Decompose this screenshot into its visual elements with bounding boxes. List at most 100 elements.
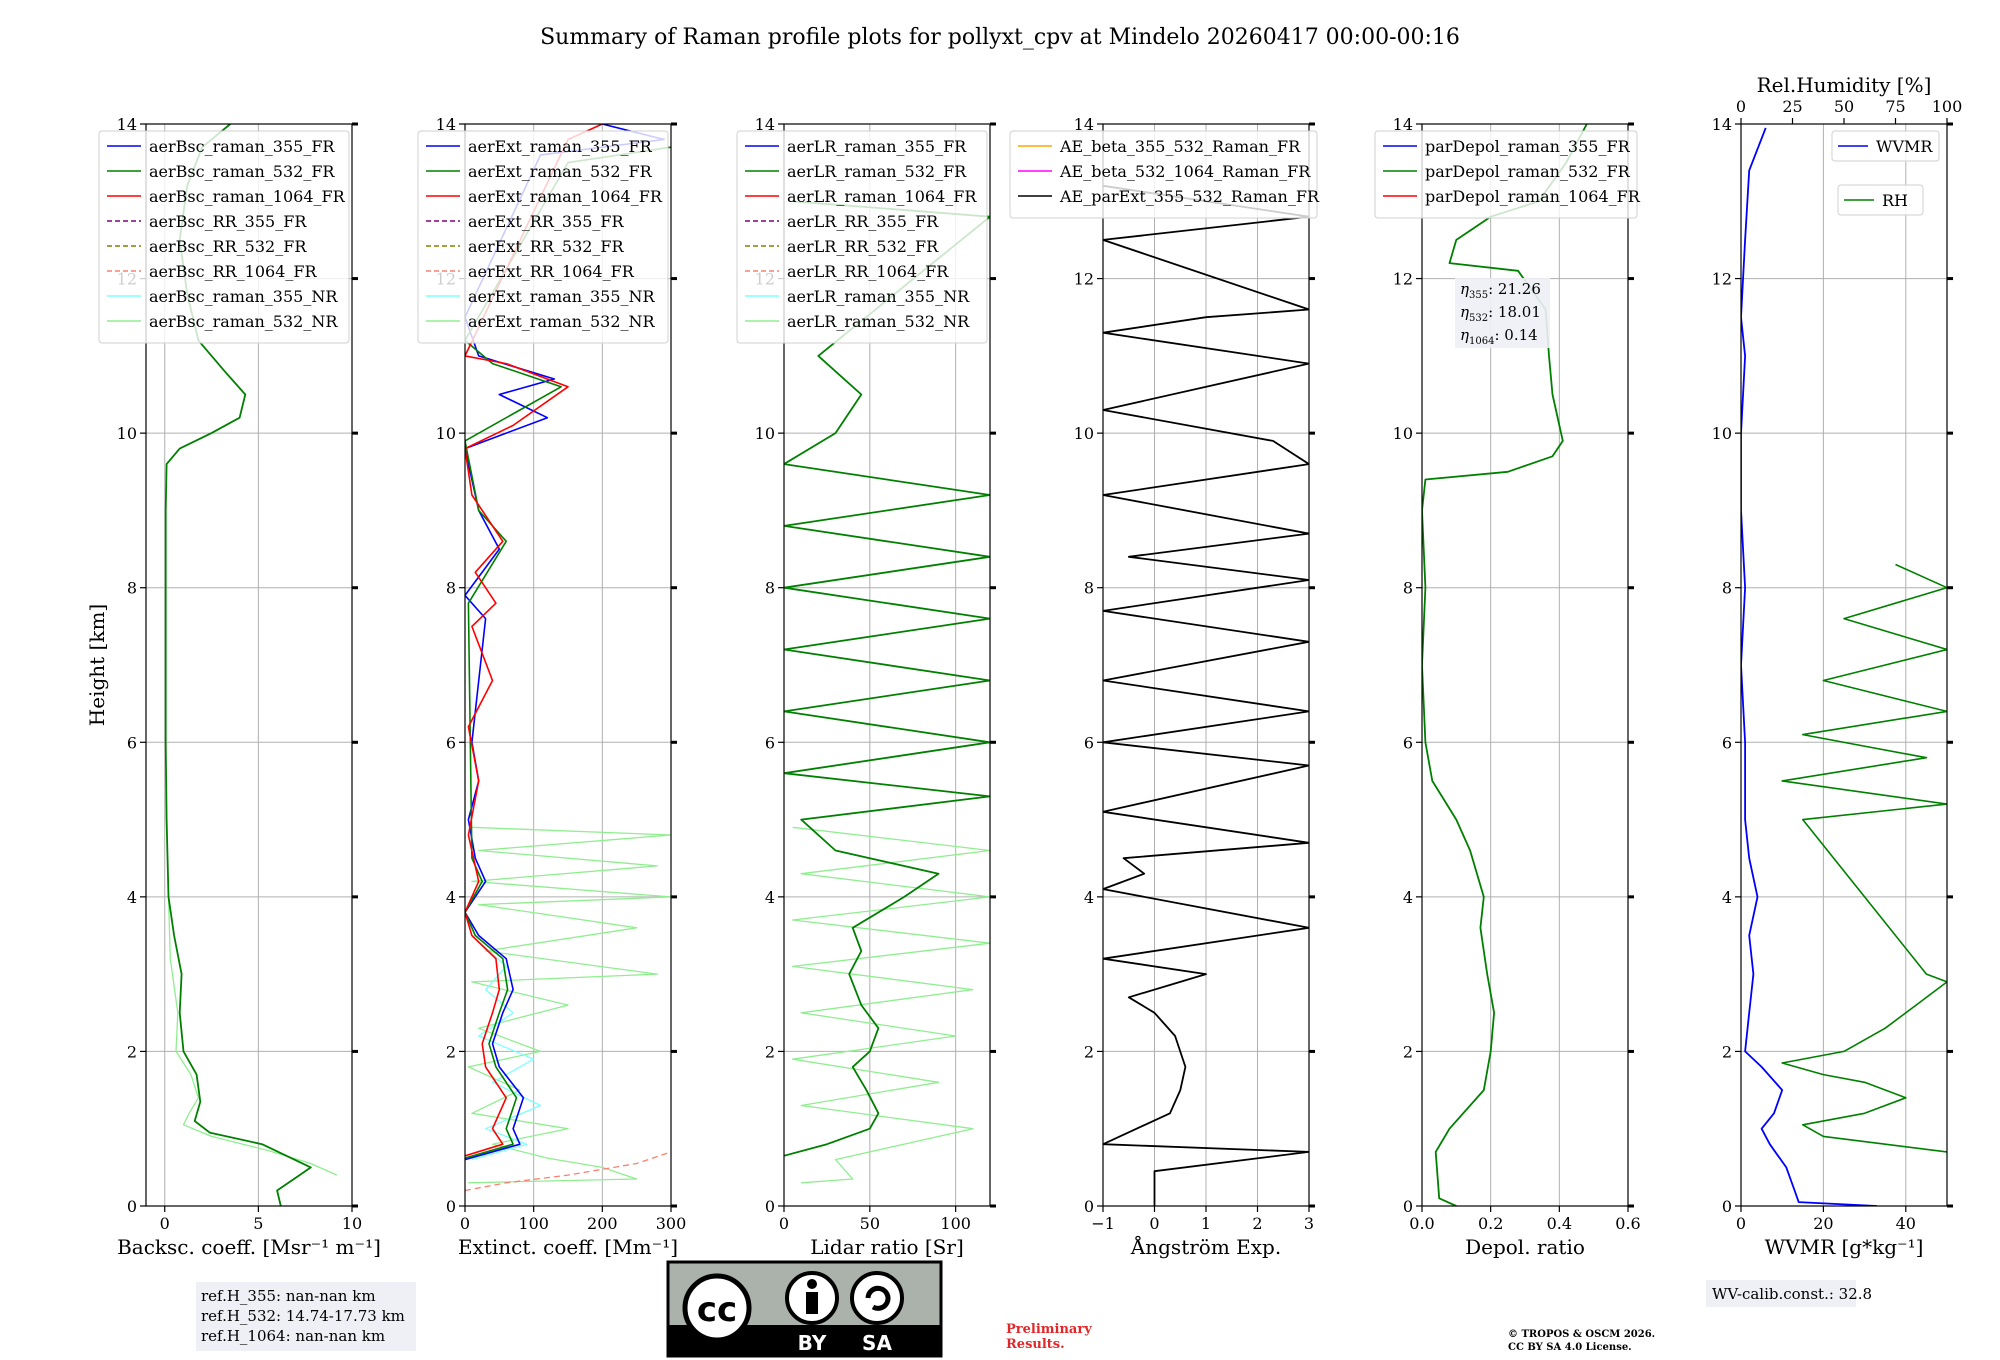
y-tick-label: 6 xyxy=(446,733,456,752)
x-tick-label: 300 xyxy=(656,1214,687,1233)
series-line-aerLR_raman_532_NR xyxy=(791,826,990,1184)
x-tick-label: 100 xyxy=(518,1214,549,1233)
y-tick-label: 10 xyxy=(1712,424,1732,443)
legend-entry-aerBsc_raman_355_FR: aerBsc_raman_355_FR xyxy=(149,137,335,156)
x-tick-label: 20 xyxy=(1813,1214,1833,1233)
series-line-aerExt_raman_355_NR xyxy=(471,935,542,1161)
y-tick-label: 10 xyxy=(1074,424,1094,443)
x-tick-label: 5 xyxy=(253,1214,263,1233)
series-group xyxy=(465,124,671,1192)
x-tick-label: 3 xyxy=(1304,1214,1314,1233)
legend-entry-aerExt_raman_355_NR: aerExt_raman_355_NR xyxy=(468,287,656,306)
y-tick-label: 8 xyxy=(127,579,137,598)
ref-height-box xyxy=(196,1282,416,1351)
legend-entry-aerLR_raman_355_NR: aerLR_raman_355_NR xyxy=(787,287,970,306)
y-tick-label: 2 xyxy=(1403,1042,1413,1061)
y-tick-label: 10 xyxy=(755,424,775,443)
y-tick-label: 4 xyxy=(446,888,456,907)
y-tick-label: 10 xyxy=(1393,424,1413,443)
ref-height-line: ref.H_355: nan-nan km xyxy=(201,1287,376,1305)
plot-frame xyxy=(464,123,672,1207)
legend-box xyxy=(1009,130,1318,219)
y-tick-label: 4 xyxy=(1084,888,1094,907)
legend-entry-aerExt_raman_532_FR: aerExt_raman_532_FR xyxy=(468,162,653,181)
y-tick-label: 14 xyxy=(755,115,775,134)
legend-entry-AE_parExt_355_532_Raman_FR: AE_parExt_355_532_Raman_FR xyxy=(1059,187,1320,206)
x-tick-label: 0 xyxy=(1149,1214,1159,1233)
y-tick-label: 6 xyxy=(1403,733,1413,752)
series-line-AE_parExt_355_532_Raman_FR xyxy=(1103,184,1309,1206)
legend-box xyxy=(736,130,988,344)
series-line-WVMR xyxy=(1741,127,1878,1206)
legend-entry-aerBsc_raman_1064_FR: aerBsc_raman_1064_FR xyxy=(149,187,346,206)
eta-line: η1064: 0.14 xyxy=(1460,326,1538,347)
figure-title: Summary of Raman profile plots for polly… xyxy=(540,25,1460,50)
eta-box xyxy=(1455,278,1550,348)
series-group xyxy=(784,200,990,1184)
legend-entry-WVMR: WVMR xyxy=(1876,137,1933,156)
y-tick-label: 8 xyxy=(1403,579,1413,598)
y-tick-label: 8 xyxy=(1084,579,1094,598)
x-tick-label: 0.0 xyxy=(1409,1214,1434,1233)
series-line-aerExt_raman_532_FR xyxy=(465,146,671,1159)
legend-entry-aerExt_RR_532_FR: aerExt_RR_532_FR xyxy=(468,237,625,256)
cc-logo-text: cc xyxy=(697,1290,737,1330)
y-tick-label: 6 xyxy=(1084,733,1094,752)
legend-box xyxy=(1837,184,1924,216)
top-x-tick-label: 0 xyxy=(1736,97,1746,116)
plot-frame xyxy=(783,123,991,1207)
attribution-icon xyxy=(806,1292,818,1314)
y-tick-label: 0 xyxy=(127,1197,137,1216)
y-tick-label: 14 xyxy=(1712,115,1732,134)
y-tick-label: 0 xyxy=(446,1197,456,1216)
legend-box xyxy=(1831,130,1940,162)
panel-2: 024681012140100200300Extinct. coeff. [Mm… xyxy=(417,115,687,1259)
x-tick-label: 0 xyxy=(1736,1214,1746,1233)
panel-5: 0 2 4 6 8 10 12 14 0.0 0.2 0.4 0.6 Depol. ratio parDe… xyxy=(1374,115,1641,1259)
ref-height-line: ref.H_1064: nan-nan km xyxy=(201,1327,385,1345)
top-axis-label: Rel.Humidity [%] xyxy=(1757,73,1932,97)
wv-calib-box xyxy=(1706,1280,1856,1307)
legend-entry-aerBsc_raman_532_FR: aerBsc_raman_532_FR xyxy=(149,162,335,181)
plot-frame xyxy=(1421,123,1629,1207)
series-group xyxy=(1103,184,1309,1206)
ref-height-line: ref.H_532: 14.74-17.73 km xyxy=(201,1307,405,1325)
y-tick-label: 2 xyxy=(1084,1042,1094,1061)
legend-box xyxy=(417,130,669,344)
legend-entry-AE_beta_355_532_Raman_FR: AE_beta_355_532_Raman_FR xyxy=(1059,137,1301,156)
series-line-aerExt_RR_1064_FR xyxy=(465,1151,671,1192)
preliminary-label-1: Preliminary xyxy=(1006,1322,1092,1337)
top-x-tick-label: 100 xyxy=(1932,97,1963,116)
preliminary-label-2: Results. xyxy=(1006,1337,1065,1352)
x-tick-label: 0 xyxy=(160,1214,170,1233)
legend-entry-aerLR_raman_532_FR: aerLR_raman_532_FR xyxy=(787,162,967,181)
y-tick-label: 6 xyxy=(127,733,137,752)
legend-entry-aerLR_raman_1064_FR: aerLR_raman_1064_FR xyxy=(787,187,977,206)
cc-license-badge: cc BY SA xyxy=(666,1260,943,1358)
legend-entry-parDepol_raman_1064_FR: parDepol_raman_1064_FR xyxy=(1425,187,1641,206)
legend-entry-AE_beta_532_1064_Raman_FR: AE_beta_532_1064_Raman_FR xyxy=(1059,162,1311,181)
legend-entry-aerLR_RR_355_FR: aerLR_RR_355_FR xyxy=(787,212,939,231)
y-tick-label: 4 xyxy=(765,888,775,907)
y-tick-label: 0 xyxy=(1084,1197,1094,1216)
y-tick-label: 10 xyxy=(117,424,137,443)
series-group xyxy=(1741,127,1947,1206)
y-tick-label: 2 xyxy=(127,1042,137,1061)
cc-sa-label: SA xyxy=(862,1331,892,1355)
y-axis-label: Height [km] xyxy=(85,604,109,726)
y-tick-label: 0 xyxy=(1722,1197,1732,1216)
wv-calib-text: WV-calib.const.: 32.8 xyxy=(1712,1285,1872,1303)
legend-entry-aerLR_RR_1064_FR: aerLR_RR_1064_FR xyxy=(787,262,949,281)
series-group xyxy=(1422,124,1588,1206)
x-tick-label: 2 xyxy=(1252,1214,1262,1233)
y-tick-label: 14 xyxy=(117,115,137,134)
legend-entry-aerBsc_raman_355_NR: aerBsc_raman_355_NR xyxy=(149,287,338,306)
y-tick-label: 10 xyxy=(436,424,456,443)
x-tick-label: 0.4 xyxy=(1547,1214,1572,1233)
x-tick-label: 0.2 xyxy=(1478,1214,1503,1233)
y-tick-label: 2 xyxy=(446,1042,456,1061)
legend-entry-aerExt_raman_355_FR: aerExt_raman_355_FR xyxy=(468,137,653,156)
y-tick-label: 0 xyxy=(1403,1197,1413,1216)
legend-entry-RH: RH xyxy=(1882,191,1908,210)
